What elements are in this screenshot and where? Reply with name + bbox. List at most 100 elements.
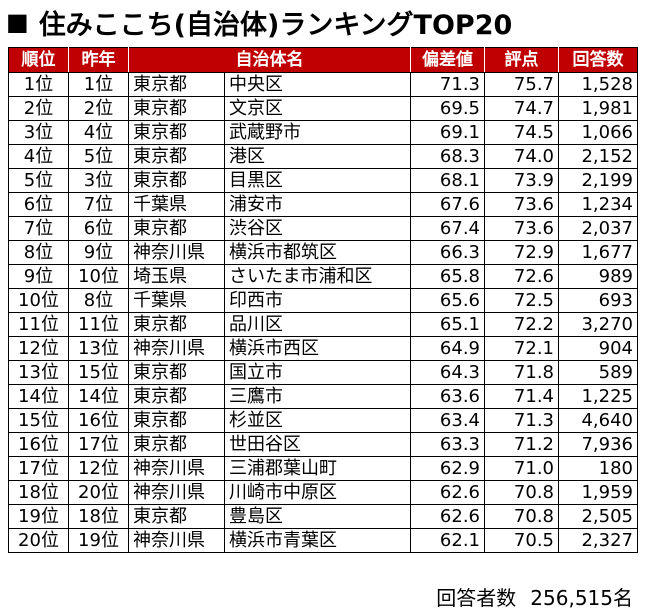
cell-responses: 180	[558, 456, 638, 481]
cell-last-year: 7位	[68, 192, 129, 217]
cell-prefecture: 神奈川県	[128, 528, 225, 553]
cell-prefecture: 東京都	[128, 144, 225, 169]
cell-last-year: 6位	[68, 216, 129, 241]
cell-responses: 3,270	[558, 312, 638, 337]
table-row: 5位 3位 東京都 目黒区 68.1 73.9 2,199	[8, 168, 638, 193]
cell-rank: 8位	[8, 240, 69, 265]
table-header-row: 順位 昨年 自治体名 偏差値 評点 回答数	[8, 47, 638, 73]
cell-city: 三鷹市	[224, 384, 411, 409]
cell-responses: 1,981	[558, 96, 638, 121]
table-row: 7位 6位 東京都 渋谷区 67.4 73.6 2,037	[8, 216, 638, 241]
table-row: 17位 12位 神奈川県 三浦郡葉山町 62.9 71.0 180	[8, 456, 638, 481]
cell-last-year: 11位	[68, 312, 129, 337]
cell-score: 72.6	[484, 264, 559, 289]
cell-city: 文京区	[224, 96, 411, 121]
cell-responses: 589	[558, 360, 638, 385]
table-row: 3位 4位 東京都 武蔵野市 69.1 74.5 1,066	[8, 120, 638, 145]
cell-city: 横浜市青葉区	[224, 528, 411, 553]
cell-responses: 1,528	[558, 72, 638, 97]
cell-responses: 1,225	[558, 384, 638, 409]
cell-prefecture: 東京都	[128, 120, 225, 145]
cell-rank: 17位	[8, 456, 69, 481]
cell-city: 品川区	[224, 312, 411, 337]
cell-responses: 989	[558, 264, 638, 289]
cell-score: 75.7	[484, 72, 559, 97]
cell-prefecture: 東京都	[128, 312, 225, 337]
cell-city: 目黒区	[224, 168, 411, 193]
cell-score: 72.5	[484, 288, 559, 313]
cell-score: 73.9	[484, 168, 559, 193]
cell-responses: 2,199	[558, 168, 638, 193]
cell-city: 横浜市西区	[224, 336, 411, 361]
cell-score: 74.5	[484, 120, 559, 145]
header-responses: 回答数	[558, 47, 638, 73]
cell-last-year: 10位	[68, 264, 129, 289]
cell-score: 70.5	[484, 528, 559, 553]
cell-deviation: 68.1	[410, 168, 485, 193]
cell-prefecture: 東京都	[128, 168, 225, 193]
cell-rank: 11位	[8, 312, 69, 337]
cell-last-year: 3位	[68, 168, 129, 193]
cell-responses: 693	[558, 288, 638, 313]
header-last-year: 昨年	[68, 47, 129, 73]
cell-deviation: 62.9	[410, 456, 485, 481]
cell-score: 73.6	[484, 216, 559, 241]
cell-deviation: 63.6	[410, 384, 485, 409]
table-row: 8位 9位 神奈川県 横浜市都筑区 66.3 72.9 1,677	[8, 240, 638, 265]
cell-prefecture: 東京都	[128, 216, 225, 241]
cell-rank: 2位	[8, 96, 69, 121]
cell-responses: 1,234	[558, 192, 638, 217]
cell-deviation: 66.3	[410, 240, 485, 265]
cell-prefecture: 東京都	[128, 360, 225, 385]
table-row: 15位 16位 東京都 杉並区 63.4 71.3 4,640	[8, 408, 638, 433]
cell-deviation: 71.3	[410, 72, 485, 97]
cell-score: 70.8	[484, 480, 559, 505]
cell-rank: 12位	[8, 336, 69, 361]
respondent-label: 回答者数	[436, 586, 517, 610]
cell-score: 71.3	[484, 408, 559, 433]
cell-deviation: 69.1	[410, 120, 485, 145]
cell-prefecture: 神奈川県	[128, 456, 225, 481]
cell-rank: 1位	[8, 72, 69, 97]
cell-score: 74.7	[484, 96, 559, 121]
cell-city: 横浜市都筑区	[224, 240, 411, 265]
cell-deviation: 64.9	[410, 336, 485, 361]
cell-city: 港区	[224, 144, 411, 169]
cell-last-year: 1位	[68, 72, 129, 97]
cell-city: 国立市	[224, 360, 411, 385]
cell-rank: 19位	[8, 504, 69, 529]
cell-score: 72.9	[484, 240, 559, 265]
cell-rank: 7位	[8, 216, 69, 241]
cell-last-year: 13位	[68, 336, 129, 361]
table-row: 18位 20位 神奈川県 川崎市中原区 62.6 70.8 1,959	[8, 480, 638, 505]
cell-last-year: 8位	[68, 288, 129, 313]
cell-responses: 2,037	[558, 216, 638, 241]
cell-deviation: 63.4	[410, 408, 485, 433]
cell-prefecture: 東京都	[128, 408, 225, 433]
cell-city: 川崎市中原区	[224, 480, 411, 505]
table-row: 12位 13位 神奈川県 横浜市西区 64.9 72.1 904	[8, 336, 638, 361]
cell-rank: 3位	[8, 120, 69, 145]
cell-last-year: 4位	[68, 120, 129, 145]
cell-responses: 904	[558, 336, 638, 361]
respondent-count: 256,515名	[530, 586, 633, 610]
table-row: 4位 5位 東京都 港区 68.3 74.0 2,152	[8, 144, 638, 169]
cell-rank: 13位	[8, 360, 69, 385]
cell-last-year: 17位	[68, 432, 129, 457]
cell-score: 71.8	[484, 360, 559, 385]
cell-responses: 2,152	[558, 144, 638, 169]
cell-score: 70.8	[484, 504, 559, 529]
cell-last-year: 16位	[68, 408, 129, 433]
cell-responses: 2,327	[558, 528, 638, 553]
header-rank: 順位	[8, 47, 69, 73]
title-text: 住みここち(自治体)ランキングTOP20	[38, 9, 513, 41]
cell-deviation: 69.5	[410, 96, 485, 121]
page-title: ■ 住みここち(自治体)ランキングTOP20	[6, 4, 646, 41]
cell-city: 渋谷区	[224, 216, 411, 241]
cell-rank: 5位	[8, 168, 69, 193]
ranking-table: 順位 昨年 自治体名 偏差値 評点 回答数 1位 1位 東京都 中央区 71.3 75.7…	[8, 47, 638, 553]
table-row: 16位 17位 東京都 世田谷区 63.3 71.2 7,936	[8, 432, 638, 457]
cell-last-year: 12位	[68, 456, 129, 481]
table-row: 20位 19位 神奈川県 横浜市青葉区 62.1 70.5 2,327	[8, 528, 638, 553]
cell-city: 印西市	[224, 288, 411, 313]
